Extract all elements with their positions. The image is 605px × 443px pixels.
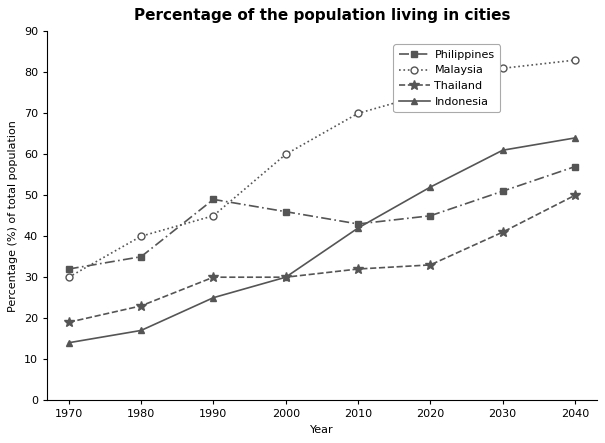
Indonesia [571,135,578,140]
Title: Percentage of the population living in cities: Percentage of the population living in c… [134,8,510,23]
Philippines [355,222,362,227]
X-axis label: Year: Year [310,425,334,435]
Indonesia [499,148,506,153]
Line: Indonesia: Indonesia [65,135,578,346]
Indonesia [355,225,362,231]
Malaysia [65,275,73,280]
Philippines [210,197,217,202]
Malaysia [571,58,578,63]
Thailand [210,275,217,280]
Line: Philippines: Philippines [66,164,578,272]
Philippines [571,164,578,169]
Malaysia [355,111,362,116]
Thailand [282,275,289,280]
Malaysia [282,152,289,157]
Malaysia [137,233,145,239]
Indonesia [282,275,289,280]
Philippines [137,254,145,260]
Thailand [499,229,506,235]
Thailand [355,266,362,272]
Indonesia [210,295,217,300]
Indonesia [137,328,145,333]
Thailand [427,262,434,268]
Philippines [427,213,434,218]
Legend: Philippines, Malaysia, Thailand, Indonesia: Philippines, Malaysia, Thailand, Indones… [393,44,500,112]
Indonesia [427,184,434,190]
Line: Thailand: Thailand [64,190,580,327]
Thailand [137,303,145,308]
Line: Malaysia: Malaysia [65,57,578,281]
Philippines [65,266,73,272]
Malaysia [427,90,434,96]
Y-axis label: Percentage (%) of total population: Percentage (%) of total population [8,120,18,312]
Philippines [282,209,289,214]
Malaysia [210,213,217,218]
Malaysia [499,66,506,71]
Indonesia [65,340,73,346]
Thailand [571,193,578,198]
Thailand [65,319,73,325]
Philippines [499,189,506,194]
